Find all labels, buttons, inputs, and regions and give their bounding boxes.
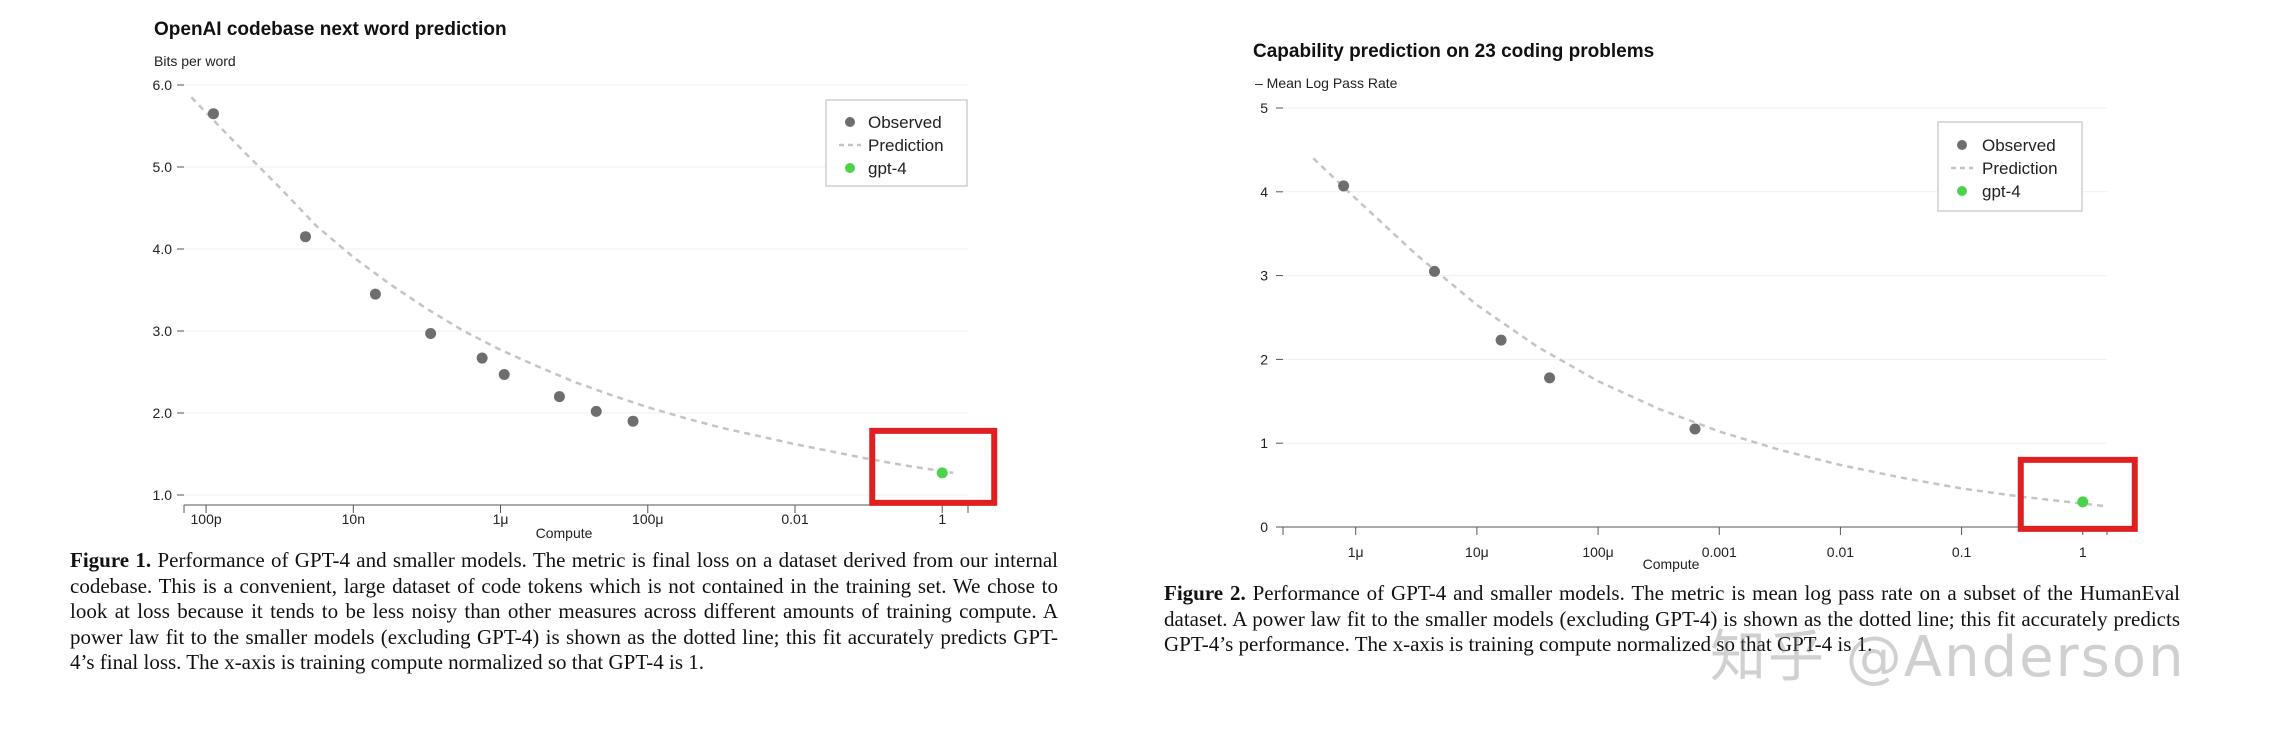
gpt4-highlight-rect [869, 427, 998, 506]
chart-2-legend-observed-marker [1957, 140, 1967, 150]
chart-2-legend-frame [1937, 121, 2083, 212]
observed-point [425, 327, 437, 339]
observed-point [590, 405, 602, 417]
figure-1-text: Performance of GPT-4 and smaller models.… [70, 548, 1058, 674]
x-tick-label: 10μ [1465, 544, 1489, 560]
chart-2: Capability prediction on 23 coding probl… [1253, 41, 2138, 572]
observed-point [299, 231, 311, 243]
x-tick-label: 100μ [632, 511, 663, 527]
chart-1-legend: Observed Prediction gpt-4 [825, 99, 968, 187]
figure-2-text: Performance of GPT-4 and smaller models.… [1164, 581, 2181, 656]
chart-2-xlabel: Compute [1643, 556, 1700, 572]
chart-1-legend-gpt4-marker [845, 163, 855, 173]
chart-1-title: OpenAI codebase next word prediction [154, 19, 507, 40]
chart-1-legend-prediction: Prediction [868, 136, 944, 155]
observed-point [1338, 180, 1350, 192]
chart-1-ylabel: Bits per word [154, 53, 236, 69]
chart-2-observed-series [1338, 180, 1701, 435]
gpt4-highlight-rect [2017, 456, 2138, 532]
prediction-line [190, 96, 954, 475]
chart-1-legend-observed: Observed [868, 113, 942, 132]
chart-2-axes [1282, 526, 2108, 535]
chart-1-xlabel: Compute [536, 525, 593, 541]
y-tick-label: 2.0 [153, 405, 173, 421]
x-tick-label: 10n [342, 511, 365, 527]
chart-1-y-ticks: 1.0 2.0 3.0 4.0 5.0 6.0 [153, 77, 184, 503]
chart-2-legend-gpt4: gpt-4 [1982, 182, 2021, 201]
chart-2-y-ticks: 0 1 2 3 4 5 [1260, 100, 1283, 535]
y-tick-label: 1 [1260, 435, 1268, 451]
x-tick-label: 0.001 [1702, 544, 1737, 560]
x-tick-label: 1 [938, 511, 946, 527]
y-tick-label: 4.0 [153, 241, 173, 257]
chart-1-gpt4-series [936, 467, 948, 479]
chart-1-observed-series [207, 108, 639, 427]
x-tick-label: 1μ [493, 511, 509, 527]
y-tick-label: 2 [1260, 351, 1268, 367]
observed-point [1544, 372, 1556, 384]
chart-1-x-ticks: 100p 10n 1μ 100μ 0.01 1 [191, 505, 946, 527]
observed-point [553, 391, 565, 403]
observed-point [369, 288, 381, 300]
figure-2-caption: Figure 2. Performance of GPT-4 and small… [1164, 581, 2180, 658]
figure-2-label: Figure 2. [1164, 581, 1246, 605]
y-tick-label: 5 [1260, 100, 1268, 116]
x-tick-label: 1μ [1348, 544, 1364, 560]
y-tick-label: 6.0 [153, 77, 173, 93]
chart-1-axes [183, 504, 969, 513]
gpt4-point [936, 467, 948, 479]
x-tick-label: 0.01 [781, 511, 808, 527]
chart-1-legend-observed-marker [845, 117, 855, 127]
x-tick-label: 1 [2079, 544, 2087, 560]
observed-point [207, 108, 219, 120]
y-tick-label: 3.0 [153, 323, 173, 339]
chart-2-ylabel: – Mean Log Pass Rate [1255, 75, 1398, 91]
x-tick-label: 100p [191, 511, 222, 527]
observed-point [476, 352, 488, 364]
y-tick-label: 0 [1260, 519, 1268, 535]
chart-2-gpt4-series [2077, 496, 2089, 508]
y-tick-label: 5.0 [153, 159, 173, 175]
chart-2-legend-observed: Observed [1982, 136, 2056, 155]
x-tick-label: 0.01 [1827, 544, 1854, 560]
figure-1-label: Figure 1. [70, 548, 152, 572]
chart-2-x-ticks: 1μ 10μ 100μ 0.001 0.01 0.1 1 [1348, 527, 2087, 560]
x-tick-label: 100μ [1582, 544, 1613, 560]
watermark: 知乎 @Anderson [1710, 625, 2186, 690]
chart-1-prediction-series [190, 96, 954, 475]
chart-1: OpenAI codebase next word prediction Bit… [153, 19, 998, 541]
chart-2-highlight-box [2017, 456, 2138, 532]
observed-point [627, 415, 639, 427]
chart-2-legend: Observed Prediction gpt-4 [1937, 121, 2083, 212]
chart-1-highlight-box [869, 427, 998, 506]
observed-point [498, 368, 510, 380]
chart-2-legend-prediction: Prediction [1982, 159, 2058, 178]
chart-1-legend-gpt4: gpt-4 [868, 159, 907, 178]
observed-point [1689, 423, 1701, 435]
y-tick-label: 3 [1260, 268, 1268, 284]
chart-2-legend-gpt4-marker [1957, 186, 1967, 196]
x-tick-label: 0.1 [1952, 544, 1972, 560]
y-tick-label: 1.0 [153, 487, 173, 503]
figure-1-caption: Figure 1. Performance of GPT-4 and small… [70, 548, 1058, 676]
gpt4-point [2077, 496, 2089, 508]
y-tick-label: 4 [1260, 184, 1268, 200]
chart-2-title: Capability prediction on 23 coding probl… [1253, 41, 1654, 62]
observed-point [1495, 334, 1507, 346]
observed-point [1428, 265, 1440, 277]
